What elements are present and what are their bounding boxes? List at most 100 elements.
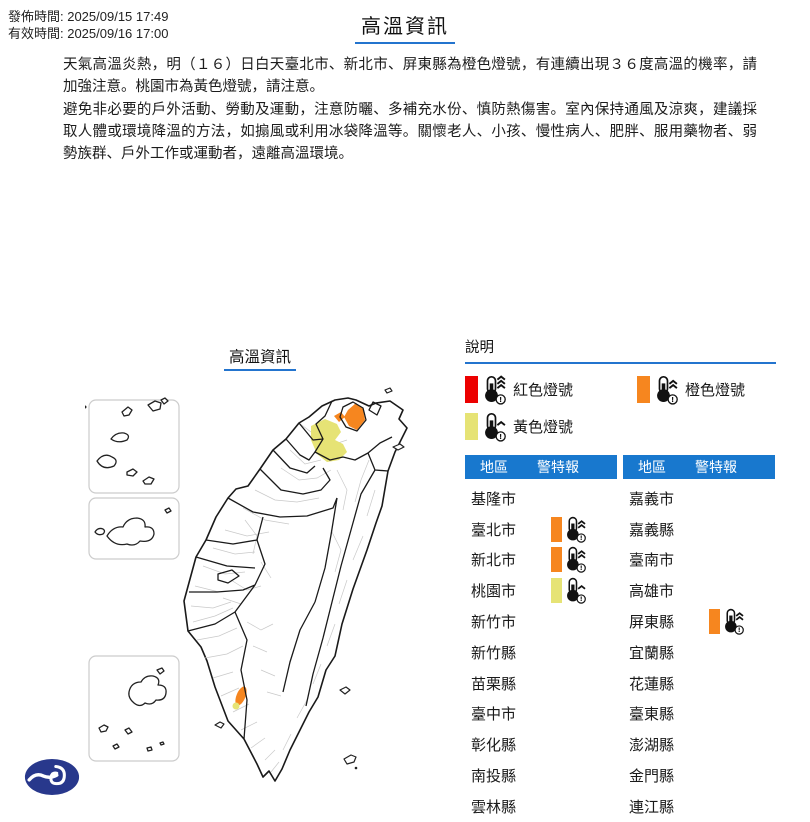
warning-cell: ! [551, 515, 588, 544]
region-row[interactable]: 基隆市 [465, 483, 617, 514]
table-header: 地區 警特報 [623, 455, 775, 479]
region-name: 嘉義縣 [629, 521, 675, 539]
region-name: 臺南市 [629, 552, 675, 570]
region-row[interactable]: 宜蘭縣 [623, 637, 775, 668]
map-region-pingtung-yellow [232, 702, 240, 710]
county-boundaries [187, 400, 393, 740]
region-tables: 地區 警特報 基隆市 臺北市 ! 新北市 ! 桃園市 ! [465, 455, 776, 822]
orange-signal-swatch [637, 376, 650, 403]
yellow-signal-swatch [465, 413, 478, 440]
region-name: 高雄市 [629, 583, 675, 601]
region-row[interactable]: 新竹縣 [465, 637, 617, 668]
region-row[interactable]: 屏東縣 ! [623, 606, 775, 637]
legend-label-red: 紅色燈號 [513, 382, 574, 399]
page-title: 高溫資訊 [355, 10, 455, 44]
warning-swatch [551, 547, 562, 573]
heat-warning-thermometer-icon: ! [565, 515, 588, 544]
yellow-thermometer-icon: ! [483, 411, 508, 443]
offshore-islands [85, 387, 405, 770]
header-region: 地區 [480, 459, 508, 475]
warning-swatch [709, 609, 720, 635]
region-row[interactable]: 新北市 ! [465, 545, 617, 576]
table-body-west: 基隆市 臺北市 ! 新北市 ! 桃園市 ! 新竹市 新竹縣 [465, 483, 617, 822]
region-row[interactable]: 金門縣 [623, 760, 775, 791]
region-row[interactable]: 臺中市 [465, 699, 617, 730]
region-name: 新竹縣 [471, 644, 517, 662]
warning-description: 天氣高溫炎熱，明（１６）日白天臺北市、新北市、屏東縣為橙色燈號，有連續出現３６度… [63, 54, 757, 165]
region-name: 南投縣 [471, 768, 517, 786]
warning-cell: ! [551, 545, 588, 574]
region-row[interactable]: 花蓮縣 [623, 668, 775, 699]
region-name: 基隆市 [471, 490, 517, 508]
warning-panel: 說明 ! 紅色燈號 ! 橙色燈號 [465, 336, 776, 822]
legend-item-red: ! 紅色燈號 [465, 374, 637, 406]
svg-text:!: ! [671, 394, 674, 403]
orange-thermometer-icon: ! [655, 374, 680, 406]
legend-title: 說明 [465, 336, 776, 364]
svg-text:!: ! [580, 565, 583, 573]
region-name: 金門縣 [629, 768, 675, 786]
heat-warning-thermometer-icon: ! [565, 576, 588, 605]
map-region-taipei-orange [344, 403, 365, 430]
warning-cell: ! [551, 576, 588, 605]
region-name: 花蓮縣 [629, 675, 675, 693]
region-row[interactable]: 臺南市 [623, 545, 775, 576]
region-name: 臺北市 [471, 521, 517, 539]
region-row[interactable]: 南投縣 [465, 760, 617, 791]
header-region: 地區 [638, 459, 666, 475]
map-title: 高溫資訊 [224, 345, 297, 371]
warning-cell: ! [709, 607, 746, 636]
cwa-logo-wave [27, 773, 59, 782]
table-body-east: 嘉義市 嘉義縣 臺南市 高雄市 屏東縣 ! 宜蘭縣 花蓮縣 臺東縣 澎湖縣 [623, 483, 775, 822]
svg-text:!: ! [499, 431, 502, 440]
svg-text:!: ! [738, 626, 741, 634]
region-row[interactable]: 高雄市 [623, 575, 775, 606]
taiwan-warning-map[interactable] [85, 340, 460, 810]
region-name: 臺中市 [471, 706, 517, 724]
heat-warning-thermometer-icon: ! [565, 545, 588, 574]
region-name: 臺東縣 [629, 706, 675, 724]
region-name: 新竹市 [471, 614, 517, 632]
cwa-logo-swirl [49, 765, 66, 786]
region-row[interactable]: 彰化縣 [465, 729, 617, 760]
region-name: 彰化縣 [471, 737, 517, 755]
table-header: 地區 警特報 [465, 455, 617, 479]
legend-label-orange: 橙色燈號 [685, 382, 746, 399]
valid-time: 有效時間: 2025/09/16 17:00 [8, 26, 169, 41]
region-row[interactable]: 嘉義市 [623, 483, 775, 514]
red-thermometer-icon: ! [483, 374, 508, 406]
warning-swatch [551, 516, 562, 542]
region-row[interactable]: 嘉義縣 [623, 514, 775, 545]
svg-text:!: ! [580, 596, 583, 604]
region-row[interactable]: 新竹市 [465, 606, 617, 637]
heat-warning-thermometer-icon: ! [723, 607, 746, 636]
cwa-logo [24, 758, 80, 796]
legend-item-orange: ! 橙色燈號 [637, 374, 745, 406]
warning-swatch [551, 578, 562, 604]
inset-box-penghu [88, 655, 180, 762]
header-warning: 警特報 [695, 459, 737, 475]
region-name: 澎湖縣 [629, 737, 675, 755]
region-row[interactable]: 臺東縣 [623, 699, 775, 730]
region-table-west: 地區 警特報 基隆市 臺北市 ! 新北市 ! 桃園市 ! [465, 455, 617, 822]
region-row[interactable]: 連江縣 [623, 791, 775, 822]
region-name: 新北市 [471, 552, 517, 570]
region-row[interactable]: 雲林縣 [465, 791, 617, 822]
legend: ! 紅色燈號 ! 橙色燈號 ! 黃色燈號 [465, 371, 776, 445]
description-paragraph-2: 避免非必要的戶外活動、勞動及運動，注意防曬、多補充水份、慎防熱傷害。室內保持通風… [63, 101, 757, 163]
region-name: 桃園市 [471, 583, 517, 601]
description-paragraph-1: 天氣高溫炎熱，明（１６）日白天臺北市、新北市、屏東縣為橙色燈號，有連續出現３６度… [63, 57, 757, 96]
region-table-east: 地區 警特報 嘉義市 嘉義縣 臺南市 高雄市 屏東縣 ! 宜蘭縣 花蓮縣 [623, 455, 775, 822]
region-row[interactable]: 臺北市 ! [465, 514, 617, 545]
header-warning: 警特報 [537, 459, 579, 475]
region-name: 苗栗縣 [471, 675, 517, 693]
township-boundaries [190, 422, 376, 773]
region-name: 嘉義市 [629, 490, 675, 508]
region-row[interactable]: 苗栗縣 [465, 668, 617, 699]
inset-box-kinmen [88, 497, 180, 560]
map-warning-regions [232, 403, 365, 710]
region-row[interactable]: 桃園市 ! [465, 575, 617, 606]
svg-text:!: ! [580, 534, 583, 542]
timestamps: 發佈時間: 2025/09/15 17:49 有效時間: 2025/09/16 … [8, 8, 168, 42]
region-row[interactable]: 澎湖縣 [623, 729, 775, 760]
